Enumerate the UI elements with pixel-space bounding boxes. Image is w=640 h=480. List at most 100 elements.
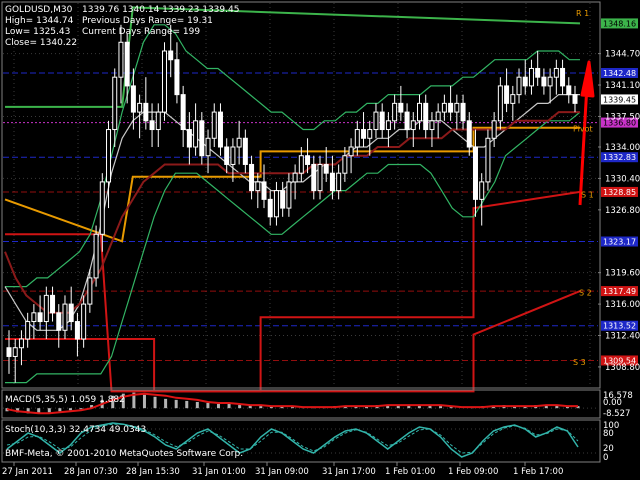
candle-body	[6, 347, 12, 357]
candle-body	[329, 172, 335, 192]
price-tag-box	[601, 94, 638, 105]
candle-body	[37, 312, 43, 323]
candle-body	[155, 111, 161, 131]
candle-body	[137, 102, 143, 113]
candle-body	[130, 85, 136, 113]
price-tag-box	[601, 152, 638, 163]
candle-body	[485, 137, 491, 183]
candle-body	[99, 181, 105, 235]
candle-body	[68, 303, 74, 323]
price-tag-label: 1309.54	[603, 356, 636, 365]
candle-body	[255, 181, 261, 192]
candle-body	[242, 137, 248, 165]
level-label: S 2	[579, 288, 592, 297]
candle-body	[553, 67, 559, 78]
candle-body	[217, 111, 223, 148]
macd-signal-line	[6, 392, 578, 415]
price-tag-box	[601, 355, 638, 366]
macd-label: MACD(5,35,5) 1.059 1.882	[5, 395, 125, 405]
price-tick-label: 1330.40	[605, 174, 640, 184]
candle-body	[305, 155, 311, 165]
ohlc-values: 1339.76 1340.14 1339.23 1339.45	[82, 5, 239, 15]
s1-step-line	[5, 190, 581, 393]
candle-body	[249, 163, 255, 192]
price-tick-label: 1344.70	[605, 50, 640, 60]
copyright-footer: BMF-Meta, © 2001-2010 MetaQuotes Softwar…	[5, 449, 243, 459]
candle-body	[168, 50, 174, 61]
candle-body	[510, 94, 516, 104]
candle-body	[361, 129, 367, 139]
stoch-label: Stoch(10,3,3) 32.4734 49.0343	[5, 425, 146, 435]
price-tags: 1348.16 1342.48 1339.45 1336.80 1332.83 1328.…	[601, 18, 638, 366]
candle-body	[392, 102, 398, 122]
stoch-tick-0: 0	[603, 453, 608, 463]
stoch-tick-20: 20	[603, 444, 614, 454]
candle-body	[43, 294, 49, 323]
price-tag-label: 1339.45	[603, 95, 636, 104]
candle-body	[224, 146, 230, 165]
price-tag-box	[601, 320, 638, 331]
candle-body	[193, 120, 199, 148]
candle-body	[572, 94, 578, 104]
candle-body	[18, 338, 24, 349]
candle-body	[74, 321, 80, 340]
candle-body	[466, 120, 472, 148]
candle-body	[230, 146, 236, 165]
price-panel-frame	[1, 1, 601, 389]
price-tag-label: 1336.80	[603, 119, 636, 128]
stoch-tick-80: 80	[603, 429, 614, 439]
price-tick-label: 1316.00	[605, 300, 640, 310]
candle-body	[174, 59, 180, 96]
candle-body	[560, 67, 566, 87]
macd-tick-zero: 0.00	[603, 398, 622, 408]
time-label: 1 Feb 01:00	[385, 467, 435, 477]
candle-body	[261, 181, 267, 200]
candle-body	[379, 111, 385, 131]
candle-body	[429, 120, 435, 131]
price-tag-box	[601, 236, 638, 247]
price-tag-box	[601, 186, 638, 197]
price-tag-box	[601, 67, 638, 78]
candle-body	[342, 155, 348, 174]
price-tick-label: 1326.80	[605, 206, 640, 216]
grid	[3, 3, 598, 387]
level-label: R 1	[576, 9, 589, 18]
candle-body	[454, 102, 460, 113]
candle-body	[460, 102, 466, 122]
candle-body	[541, 76, 547, 87]
level-labels: R 1 S 1 S 2 S 3 Pivot	[573, 9, 594, 367]
candle-body	[81, 303, 87, 340]
price-tag-box	[601, 18, 638, 29]
candle-body	[417, 102, 423, 122]
price-tag-box	[601, 117, 638, 128]
time-label: 28 Jan 15:30	[126, 467, 180, 477]
candle-body	[267, 198, 273, 218]
macd-panel	[3, 392, 598, 415]
stoch-panel-frame	[1, 419, 601, 463]
candle-body	[118, 41, 124, 78]
candle-body	[124, 41, 130, 87]
level-label: Pivot	[573, 124, 593, 133]
candle-body	[491, 120, 497, 139]
high-value: High= 1344.74	[5, 16, 74, 26]
time-label: 27 Jan 2011	[2, 467, 53, 477]
candle-body	[311, 163, 317, 192]
level-label: S 3	[573, 358, 586, 367]
candle-body	[528, 67, 534, 87]
candle-body	[479, 181, 485, 200]
level-label: S 1	[581, 191, 594, 200]
close-value: Close= 1340.22	[5, 38, 77, 48]
up-arrow-icon	[578, 60, 595, 206]
price-tag-label: 1313.52	[603, 322, 636, 331]
candle-body	[31, 312, 37, 323]
candle-body	[180, 94, 186, 131]
candle-body	[398, 102, 404, 113]
candle-body	[504, 85, 510, 104]
candle-body	[323, 163, 329, 174]
time-label: 1 Feb 17:00	[513, 467, 563, 477]
candle-body	[112, 76, 118, 131]
candle-body	[50, 294, 56, 314]
candle-body	[435, 111, 441, 122]
time-label: 1 Feb 09:00	[448, 467, 498, 477]
candle-body	[286, 181, 292, 209]
